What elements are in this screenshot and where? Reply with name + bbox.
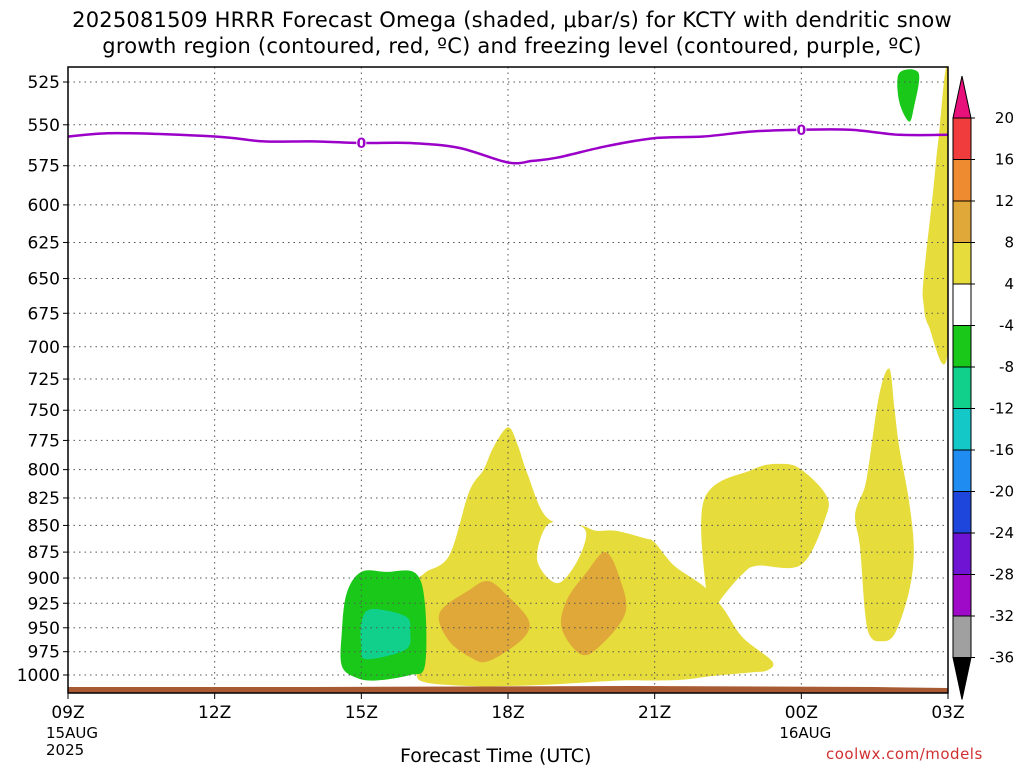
colorbar-segment-1 <box>952 117 972 160</box>
x-tick-label-00Z: 00Z <box>785 703 818 723</box>
x-tick-sublabel-15AUG: 15AUG <box>46 724 98 742</box>
chart-title-line-2: growth region (contoured, red, ºC) and f… <box>102 34 922 58</box>
grid-lines <box>68 67 948 693</box>
omega-region-1 <box>701 463 829 625</box>
colorbar-label--24: -24 <box>990 524 1015 542</box>
y-tick-label-525: 525 <box>28 73 60 93</box>
y-tick-label-725: 725 <box>28 370 60 390</box>
y-tick-label-775: 775 <box>28 431 60 451</box>
x-tick-sublabel-16AUG: 16AUG <box>779 724 831 742</box>
x-tick-label-03Z: 03Z <box>931 703 964 723</box>
freezing-level-label-bg-1 <box>796 122 807 137</box>
y-tick-label-600: 600 <box>28 196 60 216</box>
omega-region-6 <box>537 521 587 584</box>
ground-strip <box>68 686 948 693</box>
y-tick-label-575: 575 <box>28 157 60 177</box>
colorbar-segment-11 <box>952 532 972 575</box>
omega-shading <box>340 67 948 687</box>
colorbar-label-4: 4 <box>1004 275 1014 293</box>
colorbar-label--20: -20 <box>990 483 1015 501</box>
x-tick-sublabel-2025: 2025 <box>46 741 84 759</box>
colorbar-segment-9 <box>952 449 972 492</box>
ground-surface <box>68 686 948 693</box>
colorbar-bottom-arrow <box>952 657 972 700</box>
colorbar-segment-13 <box>952 615 972 658</box>
y-tick-label-625: 625 <box>28 233 60 253</box>
colorbar-segment-12 <box>952 574 972 617</box>
colorbar-segment-7 <box>952 366 972 409</box>
freezing-level-contour: 00 <box>68 122 948 165</box>
colorbar-segment-8 <box>952 408 972 451</box>
y-tick-label-750: 750 <box>28 401 60 421</box>
colorbar-segment-10 <box>952 491 972 534</box>
source-credit-link[interactable]: coolwx.com/models <box>826 745 983 763</box>
omega-region-9 <box>360 609 411 660</box>
x-tick-label-21Z: 21Z <box>638 703 671 723</box>
y-tick-label-875: 875 <box>28 543 60 563</box>
x-axis-label: Forecast Time (UTC) <box>400 745 592 767</box>
colorbar-label--8: -8 <box>999 358 1014 376</box>
y-tick-label-550: 550 <box>28 116 60 136</box>
y-tick-label-950: 950 <box>28 619 60 639</box>
colorbar-segment-2 <box>952 159 972 202</box>
omega-region-3 <box>922 67 948 365</box>
y-tick-label-850: 850 <box>28 516 60 536</box>
x-tick-label-12Z: 12Z <box>198 703 231 723</box>
colorbar-label--12: -12 <box>990 400 1015 418</box>
colorbar-label-16: 16 <box>995 151 1014 169</box>
x-tick-label-15Z: 15Z <box>345 703 378 723</box>
y-axis-ticks: 525 550 575 600 625 650 675 700 725 750 775 800 825 8… <box>17 73 68 686</box>
y-tick-label-800: 800 <box>28 461 60 481</box>
x-tick-label-18Z: 18Z <box>491 703 524 723</box>
colorbar-label-12: 12 <box>995 192 1014 210</box>
omega-region-2 <box>854 368 914 642</box>
y-tick-label-825: 825 <box>28 489 60 509</box>
y-tick-label-1000: 1000 <box>17 666 60 686</box>
colorbar-label--4: -4 <box>999 317 1014 335</box>
omega-region-5 <box>560 552 627 656</box>
y-tick-label-900: 900 <box>28 569 60 589</box>
freezing-level-label-bg-0 <box>356 136 367 151</box>
y-tick-label-650: 650 <box>28 270 60 290</box>
omega-region-4 <box>438 580 530 663</box>
y-tick-label-675: 675 <box>28 304 60 324</box>
freezing-level-label-1: 0 <box>796 123 806 139</box>
colorbar-label--16: -16 <box>990 441 1015 459</box>
colorbar-top-arrow <box>952 75 972 119</box>
y-tick-label-975: 975 <box>28 643 60 663</box>
freezing-level-label-0: 0 <box>356 136 366 152</box>
colorbar-segment-4 <box>952 242 972 285</box>
colorbar-label-20: 20 <box>995 109 1014 127</box>
colorbar-segment-5 <box>952 283 972 326</box>
omega-colorbar: 20 16 12 8 4 -4 -8 -12 -16 -20 -24 -28 -32 -36 <box>952 75 1015 700</box>
y-tick-label-700: 700 <box>28 338 60 358</box>
colorbar-label-8: 8 <box>1004 234 1014 252</box>
colorbar-segment-3 <box>952 200 972 243</box>
colorbar-label--32: -32 <box>990 607 1015 625</box>
colorbar-label--28: -28 <box>990 566 1015 584</box>
y-tick-label-925: 925 <box>28 594 60 614</box>
x-tick-label-09Z: 09Z <box>51 703 84 723</box>
chart-title-line-1: 2025081509 HRRR Forecast Omega (shaded, … <box>72 8 952 32</box>
colorbar-label--36: -36 <box>990 649 1015 667</box>
colorbar-segment-6 <box>952 325 972 368</box>
omega-region-8 <box>897 69 920 122</box>
